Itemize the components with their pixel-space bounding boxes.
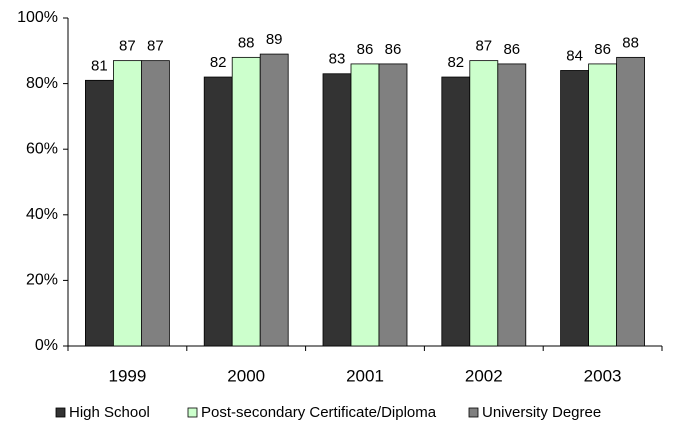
data-label: 88 (238, 34, 255, 51)
data-label: 87 (119, 38, 136, 55)
y-tick-label: 60% (26, 140, 58, 157)
data-label: 83 (329, 51, 346, 68)
data-label: 86 (503, 41, 520, 58)
bar (616, 56, 645, 347)
bar (322, 73, 352, 347)
data-label: 89 (266, 31, 283, 48)
y-tick-label: 0% (35, 337, 58, 354)
legend-swatch (55, 407, 66, 418)
bar (588, 63, 617, 347)
bar (113, 60, 142, 347)
legend-swatch (187, 407, 198, 418)
y-tick-label: 40% (26, 206, 58, 223)
bar (203, 76, 233, 347)
x-tick-label: 2000 (227, 366, 265, 385)
y-tick-label: 20% (26, 272, 58, 289)
legend-label: Post-secondary Certificate/Diploma (201, 404, 437, 421)
legend-label: University Degree (482, 404, 601, 421)
data-label: 88 (622, 34, 639, 51)
data-label: 86 (385, 41, 402, 58)
bar (259, 53, 289, 347)
x-tick-label: 2003 (584, 366, 622, 385)
bar (350, 63, 380, 347)
legend-swatch (468, 407, 479, 418)
data-label: 87 (475, 38, 492, 55)
data-label: 84 (566, 47, 583, 64)
data-label: 81 (91, 57, 108, 74)
data-label: 82 (210, 54, 227, 71)
data-label: 86 (357, 41, 374, 58)
bar (469, 60, 499, 347)
x-tick-label: 1999 (108, 366, 146, 385)
x-tick-label: 2002 (465, 366, 503, 385)
bar (441, 76, 471, 347)
y-tick-label: 100% (17, 9, 58, 26)
y-tick-label: 80% (26, 75, 58, 92)
bar (231, 56, 261, 347)
data-label: 86 (594, 41, 611, 58)
bar (497, 63, 527, 347)
bar (378, 63, 408, 347)
data-label: 82 (447, 54, 464, 71)
bar (140, 60, 170, 347)
bar (560, 70, 589, 347)
legend-label: High School (69, 404, 150, 421)
x-tick-label: 2001 (346, 366, 384, 385)
bar (85, 79, 114, 347)
data-label: 87 (147, 38, 164, 55)
